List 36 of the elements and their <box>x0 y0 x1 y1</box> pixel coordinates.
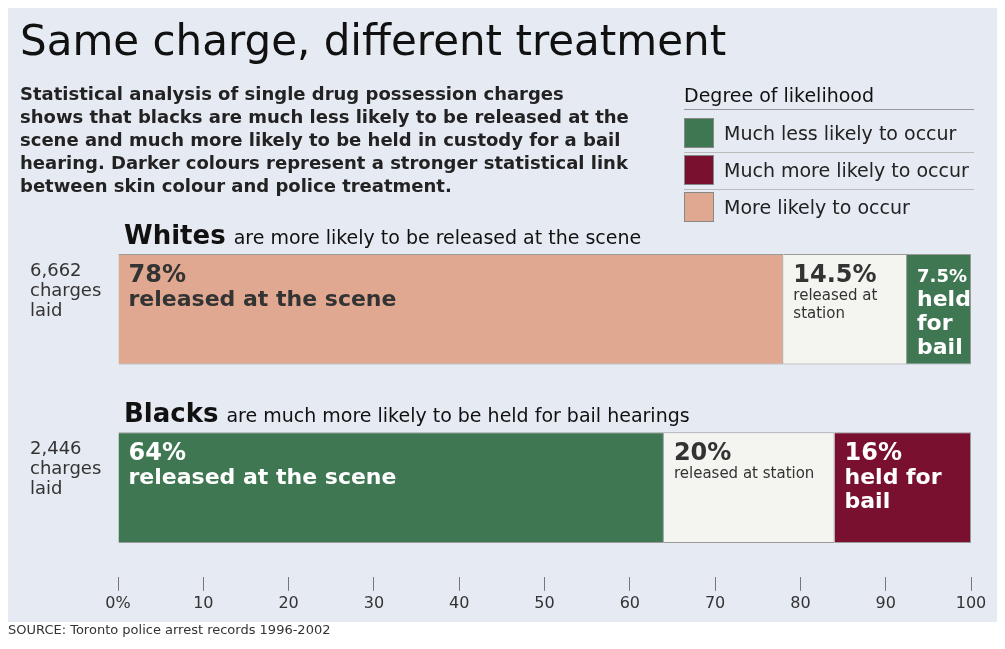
text: Much less likely to occur <box>724 122 957 144</box>
data-label: 78% <box>128 259 186 288</box>
x-tick-label: 80 <box>790 592 811 612</box>
x-tick-label: 60 <box>619 592 640 612</box>
x-tick-label: 50 <box>534 592 555 612</box>
annotation: More likely to occur <box>724 196 910 218</box>
series-label: released at station <box>673 464 815 483</box>
x-tick-label: 90 <box>875 592 896 612</box>
data-label: 14.5% <box>793 259 877 288</box>
legend-title: Degree of likelihood <box>684 84 974 110</box>
annotation: Much more likely to occur <box>724 159 969 181</box>
text: released at the scene <box>128 464 397 490</box>
text: released at station <box>793 285 878 322</box>
y-tick-label: Whites <box>124 219 226 250</box>
data-label: 7.5% <box>917 264 967 286</box>
x-tick-label: 20 <box>278 592 299 612</box>
source-note: SOURCE: Toronto police arrest records 1996-2002 <box>8 622 997 641</box>
chart-title: Same charge, different treatment <box>20 16 727 65</box>
annotation: are much more likely to be held for bail hearings <box>226 404 690 427</box>
data-label: 64% <box>128 438 186 467</box>
text: held for bail <box>844 464 942 514</box>
text: 6,662 charges laid <box>30 258 102 320</box>
x-tick-label: 10 <box>193 592 214 612</box>
x-tick-label: 100 <box>955 592 987 612</box>
annotation: are more likely to be released at the scene <box>233 225 642 248</box>
x-tick-label: 70 <box>704 592 726 612</box>
chart-subtitle: Statistical analysis of single drug possession charges shows that blacks are much less likely to be released at the scene and much more likely to be held in custody for a bail hearing. Darker colours represent a stronger statistical link between skin colour and police treatment. <box>20 82 630 197</box>
x-tick-label: 0% <box>105 592 131 612</box>
x-tick-label: 40 <box>449 592 470 612</box>
data-label: 20% <box>673 438 732 467</box>
series-label: held for bail <box>917 285 971 359</box>
y-tick-label: Blacks <box>124 398 219 429</box>
text: 2,446 charges laid <box>30 437 102 499</box>
series-label: released at the scene <box>128 285 397 311</box>
data-label: 16% <box>844 438 902 467</box>
x-tick-label: 30 <box>363 592 385 612</box>
